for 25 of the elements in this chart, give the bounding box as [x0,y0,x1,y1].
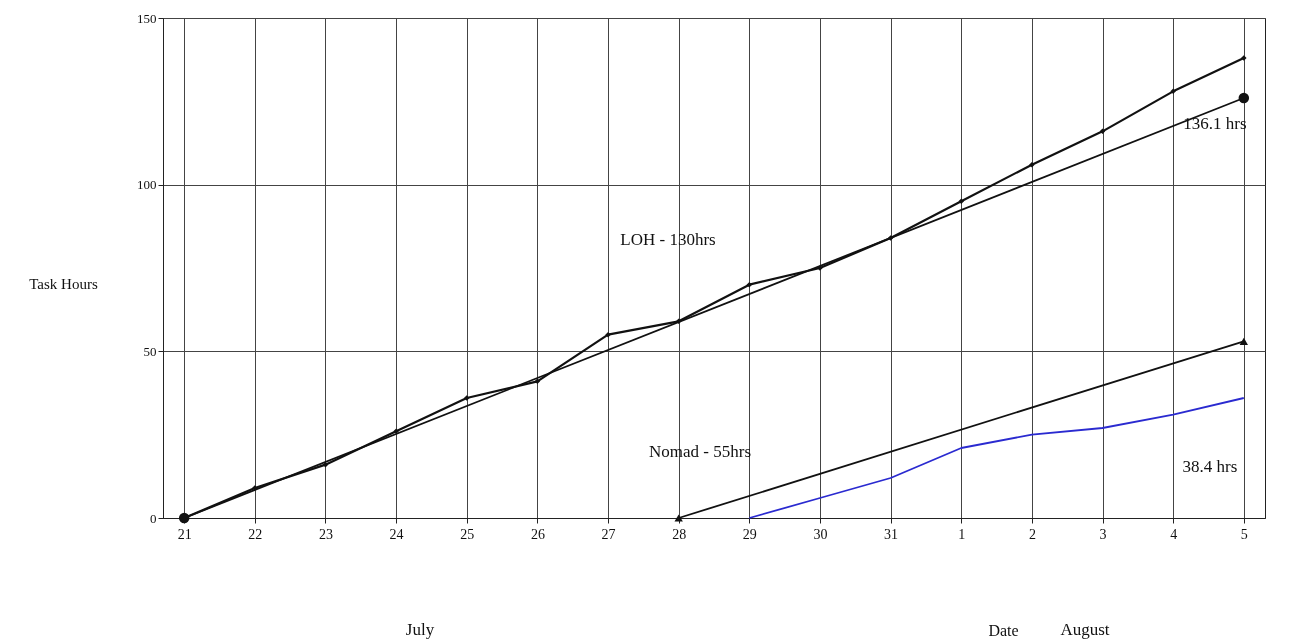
y-tick-label: 150 [137,10,157,26]
x-tick-label: 1 [958,526,966,542]
y-axis-title: Task Hours [29,275,98,292]
x-axis-title: Date [988,621,1019,639]
text: July [405,620,435,639]
y-tick-label: 0 [150,510,157,526]
x-tick-label: 23 [318,526,333,542]
x-tick-label: 21 [177,526,192,542]
x-tick-label: 28 [672,526,687,542]
x-tick-label: 26 [530,526,545,542]
x-tick-label: 30 [813,526,828,542]
x-tick-label: 4 [1170,526,1178,542]
x-tick-label: 31 [884,526,899,542]
x-tick-label: 3 [1099,526,1107,542]
text: August [1060,620,1110,639]
x-tick-label: 2 [1028,526,1036,542]
y-tick-label: 50 [143,343,157,359]
x-tick-label: 25 [460,526,475,542]
x-tick-label: 24 [389,526,404,542]
x-tick-label: 22 [248,526,263,542]
y-tick-label: 100 [137,177,157,193]
annotation: 38.4 hrs [1182,457,1238,476]
x-tick-label: 27 [601,526,616,542]
x-tick-label: 5 [1240,526,1248,542]
x-tick-label: 29 [742,526,757,542]
